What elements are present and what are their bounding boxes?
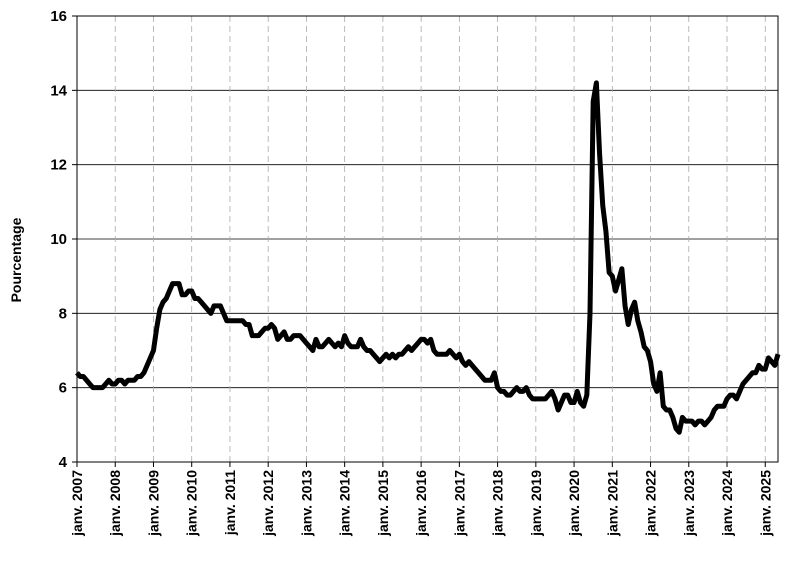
x-tick-label: janv. 2021: [604, 470, 620, 537]
x-tick-label: janv. 2012: [260, 470, 276, 537]
y-tick-label: 8: [59, 305, 67, 322]
y-tick-label: 6: [59, 380, 67, 397]
x-tick-label: janv. 2009: [145, 470, 161, 537]
x-tick-label: janv. 2023: [681, 470, 697, 537]
x-tick-label: janv. 2015: [375, 470, 391, 537]
x-tick-label: janv. 2014: [337, 470, 353, 537]
x-tick-label: janv. 2020: [566, 470, 582, 537]
x-tick-label: janv. 2024: [719, 470, 735, 537]
plot-border: [76, 15, 779, 463]
x-tick-label: janv. 2016: [413, 470, 429, 537]
y-tick-label: 12: [50, 157, 67, 174]
data-line: [75, 80, 781, 435]
y-tick-label: 14: [50, 82, 67, 99]
x-tick-label: janv. 2013: [298, 470, 314, 537]
x-tick-label: janv. 2022: [643, 470, 659, 537]
x-tick-label: janv. 2025: [757, 470, 773, 537]
x-tick-label: janv. 2018: [490, 470, 506, 537]
x-tick-label: janv. 2011: [222, 470, 238, 536]
x-tick-label: janv. 2019: [528, 470, 544, 537]
x-tick-label: janv. 2008: [107, 470, 123, 537]
x-tick-label: janv. 2007: [69, 470, 85, 537]
y-tick-label: 16: [50, 8, 67, 25]
x-tick-label: janv. 2010: [184, 470, 200, 537]
y-tick-label: 10: [50, 231, 67, 248]
x-tick-label: janv. 2017: [451, 470, 467, 537]
y-axis-label: Pourcentage: [8, 217, 24, 302]
y-tick-label: 4: [59, 454, 68, 471]
